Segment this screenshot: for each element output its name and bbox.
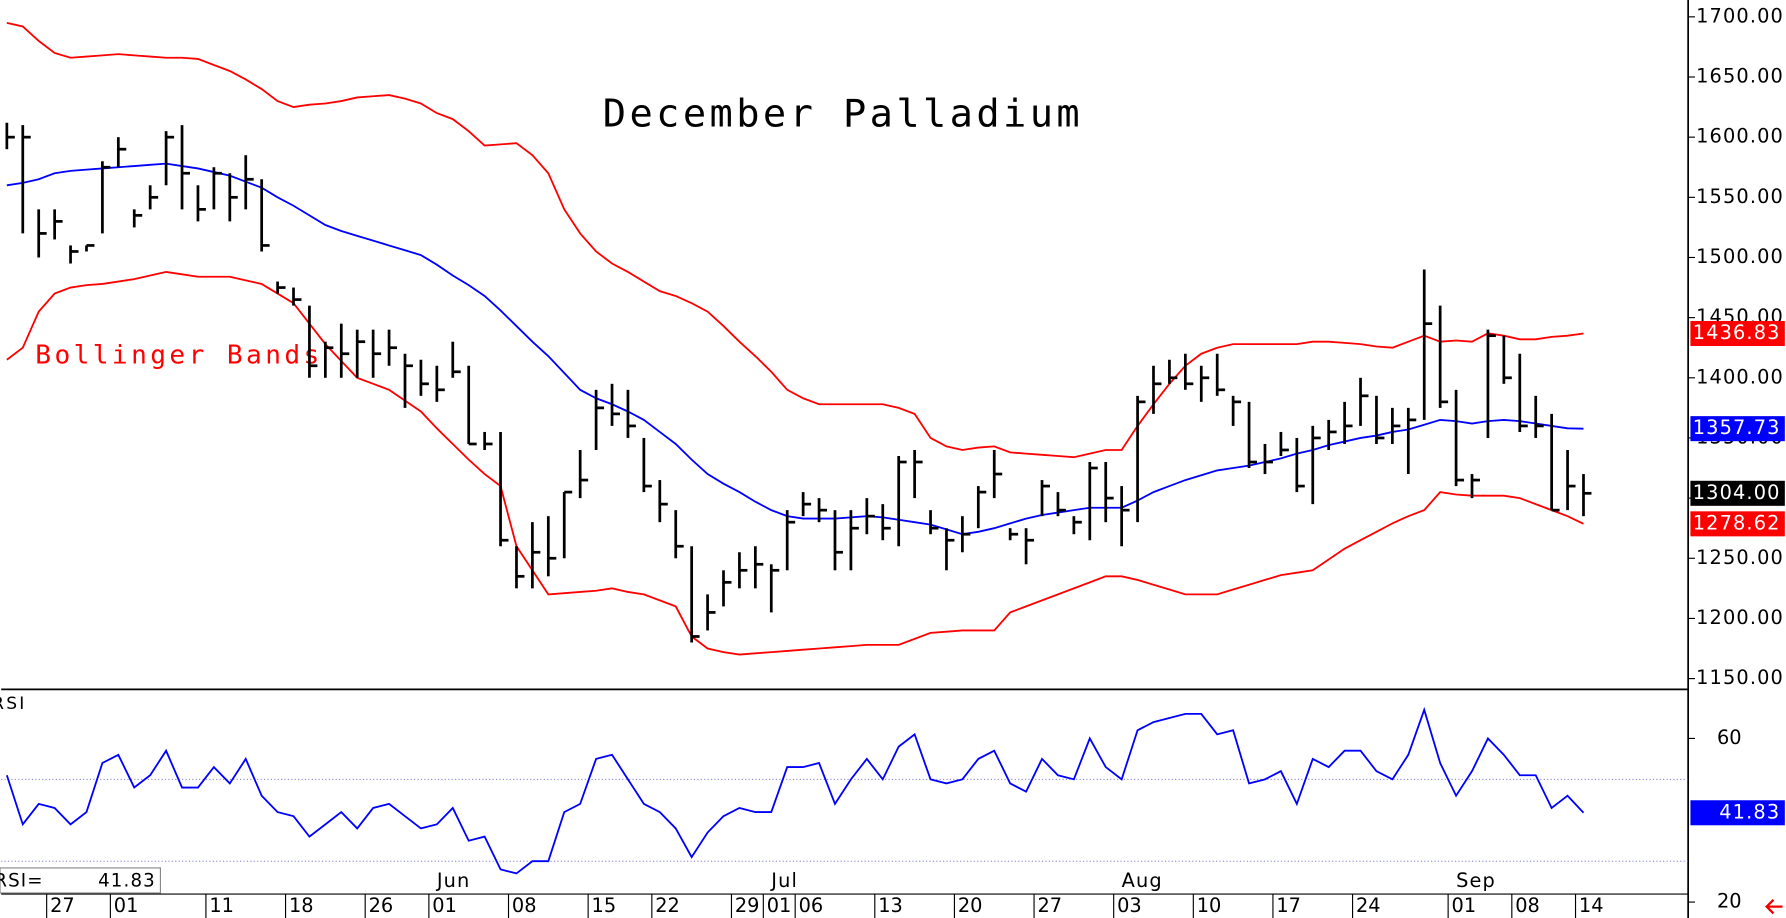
y-tick-label: 1500.00 — [1696, 245, 1784, 268]
value-box-label: 1304.00 — [1693, 481, 1781, 504]
month-label: Jul — [770, 869, 798, 892]
y-tick-label: 1600.00 — [1696, 125, 1784, 148]
x-tick-label: 06 — [799, 894, 824, 917]
value-box-label: 1357.73 — [1693, 416, 1781, 439]
y-tick-label: 1550.00 — [1696, 185, 1784, 208]
y-tick-label: 1400.00 — [1696, 365, 1784, 388]
x-tick-label: 17 — [1276, 894, 1301, 917]
y-tick-label: 60 — [1717, 726, 1742, 749]
annotation: Bollinger Bands — [35, 341, 322, 371]
value-box — [1690, 800, 1785, 826]
y-tick-label: 1650.00 — [1696, 65, 1784, 88]
readout-label: RSI= — [0, 871, 44, 892]
readout-box — [0, 867, 161, 894]
x-tick-label: 08 — [1515, 894, 1540, 917]
month-label: Jun — [436, 869, 471, 892]
rsi-line — [5, 706, 1585, 875]
x-tick-label: 29 — [735, 894, 760, 917]
rsi-label: RSI — [0, 694, 27, 714]
y-tick-label: 1700.00 — [1696, 4, 1784, 27]
x-tick-label: 27 — [1037, 894, 1062, 917]
scroll-arrow[interactable] — [1765, 898, 1783, 915]
x-tick-label: 24 — [1356, 894, 1381, 917]
x-tick-label: 26 — [369, 894, 394, 917]
x-tick-label: 01 — [767, 894, 792, 917]
plot: 1150.001200.001250.001300.001350.001400.… — [1, 4, 1785, 918]
value-box — [1690, 416, 1785, 442]
band-line — [6, 162, 1584, 536]
x-tick-label: 13 — [878, 894, 903, 917]
x-tick-label: 22 — [655, 894, 680, 917]
y-tick-label: 20 — [1717, 890, 1742, 913]
readout-value: 41.83 — [98, 871, 156, 892]
value-box-label: 41.83 — [1719, 800, 1780, 823]
value-box-label: 1278.62 — [1693, 511, 1781, 534]
band-line — [6, 21, 1584, 459]
y-tick-label: 1200.00 — [1696, 606, 1784, 629]
x-tick-label: 15 — [592, 894, 617, 917]
x-tick-label: 27 — [50, 894, 75, 917]
x-tick-label: 03 — [1117, 894, 1142, 917]
y-tick-label: 1150.00 — [1696, 666, 1784, 689]
month-label: Aug — [1122, 869, 1163, 892]
x-tick-label: 01 — [114, 894, 139, 917]
month-label: Sep — [1456, 869, 1496, 892]
value-box-label: 1436.83 — [1693, 321, 1781, 344]
band-line — [6, 270, 1584, 656]
y-tick-label: 1250.00 — [1696, 546, 1784, 569]
value-box — [1690, 320, 1785, 346]
x-tick-label: 10 — [1197, 894, 1222, 917]
chart-title: December Palladium — [603, 92, 1083, 137]
x-tick-label: 01 — [432, 894, 457, 917]
x-tick-label: 14 — [1579, 894, 1604, 917]
x-tick-label: 01 — [1452, 894, 1477, 917]
value-box — [1690, 480, 1785, 506]
x-tick-label: 18 — [289, 894, 314, 917]
x-tick-label: 08 — [512, 894, 537, 917]
x-tick-label: 11 — [209, 894, 234, 917]
x-tick-label: 20 — [958, 894, 983, 917]
value-box — [1690, 511, 1785, 537]
